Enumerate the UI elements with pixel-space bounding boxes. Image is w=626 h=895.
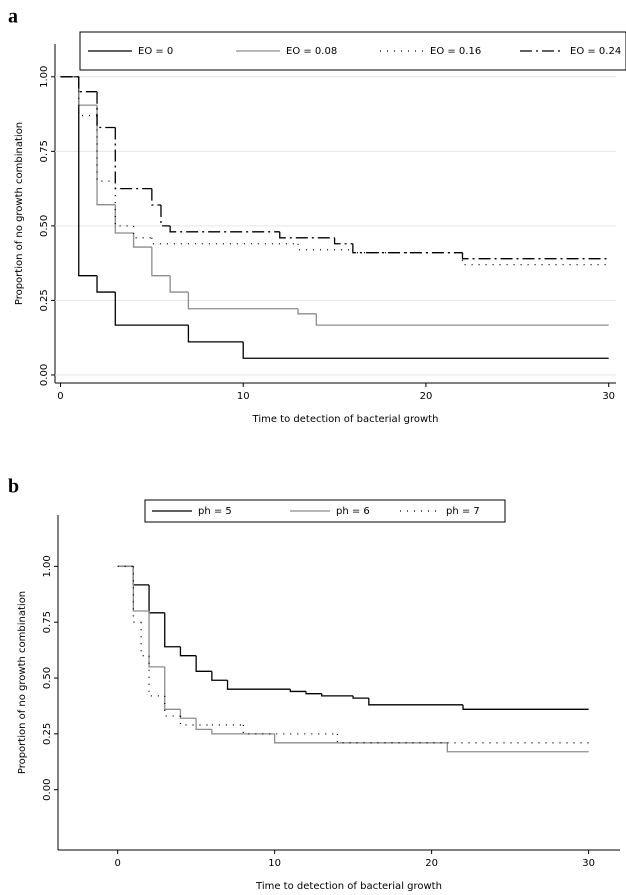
y-tick-label: 0.75 — [42, 611, 53, 633]
y-axis-label: Proportion of no growth combination — [14, 122, 25, 305]
step-segment — [352, 243, 463, 254]
legend-label: EO = 0.24 — [570, 46, 621, 57]
step-segment — [96, 91, 116, 129]
step-segment — [151, 237, 299, 245]
step-segment — [297, 243, 353, 251]
step-segment — [333, 237, 353, 245]
step-segment — [164, 666, 181, 710]
step-segment — [336, 733, 589, 744]
legend-label: ph = 6 — [336, 506, 370, 517]
legend-label: EO = 0 — [138, 46, 173, 57]
step-segment — [132, 233, 152, 248]
step-segment — [132, 566, 150, 586]
x-tick-label: 30 — [602, 391, 615, 402]
step-segment — [187, 292, 299, 310]
step-segment — [132, 566, 150, 612]
legend-label: EO = 0.16 — [430, 46, 481, 57]
series — [117, 565, 589, 753]
y-tick-label: 0.50 — [42, 667, 53, 689]
step-segment — [78, 76, 98, 117]
step-segment — [179, 646, 197, 657]
legend-label: EO = 0.08 — [286, 46, 337, 57]
panel-label: a — [8, 6, 18, 28]
legend: EO = 0 EO = 0.08 EO = 0.16 EO = 0.24 — [79, 31, 626, 71]
step-segment — [140, 622, 150, 657]
step-segment — [169, 225, 280, 233]
legend: ph = 5 ph = 6 ph = 7 — [144, 499, 506, 523]
step-segment — [114, 292, 189, 326]
step-segment — [195, 718, 212, 731]
step-segment — [242, 724, 338, 735]
step-segment — [226, 680, 291, 690]
y-tick-label: 0.75 — [39, 140, 50, 162]
step-segment — [179, 709, 197, 719]
step-segment — [211, 729, 275, 735]
series — [60, 76, 609, 326]
step-segment — [187, 325, 244, 343]
step-segment — [132, 566, 142, 623]
legend-box — [79, 31, 626, 71]
panel-label: b — [8, 476, 19, 498]
series — [117, 565, 589, 744]
y-tick-label: 1.00 — [42, 555, 53, 577]
x-tick-label: 20 — [420, 391, 433, 402]
x-tick-label: 20 — [425, 858, 438, 869]
x-tick-label: 30 — [582, 858, 595, 869]
x-axis-label: Time to detection of bacterial growth — [255, 881, 442, 892]
step-segment — [461, 252, 609, 260]
step-segment — [211, 671, 228, 681]
x-axis-label: Time to detection of bacterial growth — [252, 414, 439, 425]
x-tick-label: 10 — [268, 858, 281, 869]
step-segment — [321, 693, 354, 697]
step-segment — [273, 733, 448, 744]
y-axis-label: Proportion of no growth combination — [17, 591, 28, 774]
series — [60, 76, 609, 359]
step-segment — [78, 76, 98, 277]
step-segment — [352, 695, 369, 699]
step-segment — [148, 611, 165, 668]
y-tick-label: 0.00 — [39, 364, 50, 386]
step-segment — [169, 275, 189, 293]
step-segment — [160, 205, 171, 227]
y-tick-label: 0.25 — [42, 723, 53, 745]
step-segment — [368, 698, 464, 706]
step-segment — [96, 105, 116, 206]
step-segment — [96, 115, 116, 182]
step-segment — [96, 275, 116, 293]
step-segment — [315, 313, 609, 326]
step-segment — [114, 181, 134, 227]
step-segment — [132, 225, 152, 239]
y-tick-label: 0.00 — [42, 779, 53, 801]
legend-label: ph = 5 — [198, 506, 232, 517]
step-segment — [164, 612, 181, 648]
step-segment — [78, 76, 98, 106]
series — [60, 76, 609, 260]
x-tick-label: 10 — [237, 391, 250, 402]
step-segment — [446, 742, 589, 753]
step-segment — [242, 341, 609, 359]
step-segment — [297, 308, 317, 315]
y-tick-label: 0.50 — [39, 215, 50, 237]
step-segment — [148, 655, 165, 697]
series — [117, 565, 589, 710]
step-segment — [164, 695, 181, 717]
y-tick-label: 1.00 — [39, 66, 50, 88]
step-segment — [289, 689, 307, 693]
step-segment — [148, 584, 165, 614]
x-tick-label: 0 — [57, 391, 63, 402]
step-segment — [151, 247, 171, 277]
step-segment — [114, 127, 152, 190]
y-tick-label: 0.25 — [39, 289, 50, 311]
step-segment — [462, 704, 589, 710]
step-segment — [78, 76, 98, 93]
step-segment — [114, 204, 134, 234]
step-segment — [305, 691, 322, 695]
step-segment — [151, 188, 161, 206]
x-tick-label: 0 — [114, 858, 120, 869]
step-segment — [195, 655, 212, 672]
step-segment — [279, 231, 335, 239]
series — [60, 76, 609, 266]
legend-label: ph = 7 — [446, 506, 480, 517]
